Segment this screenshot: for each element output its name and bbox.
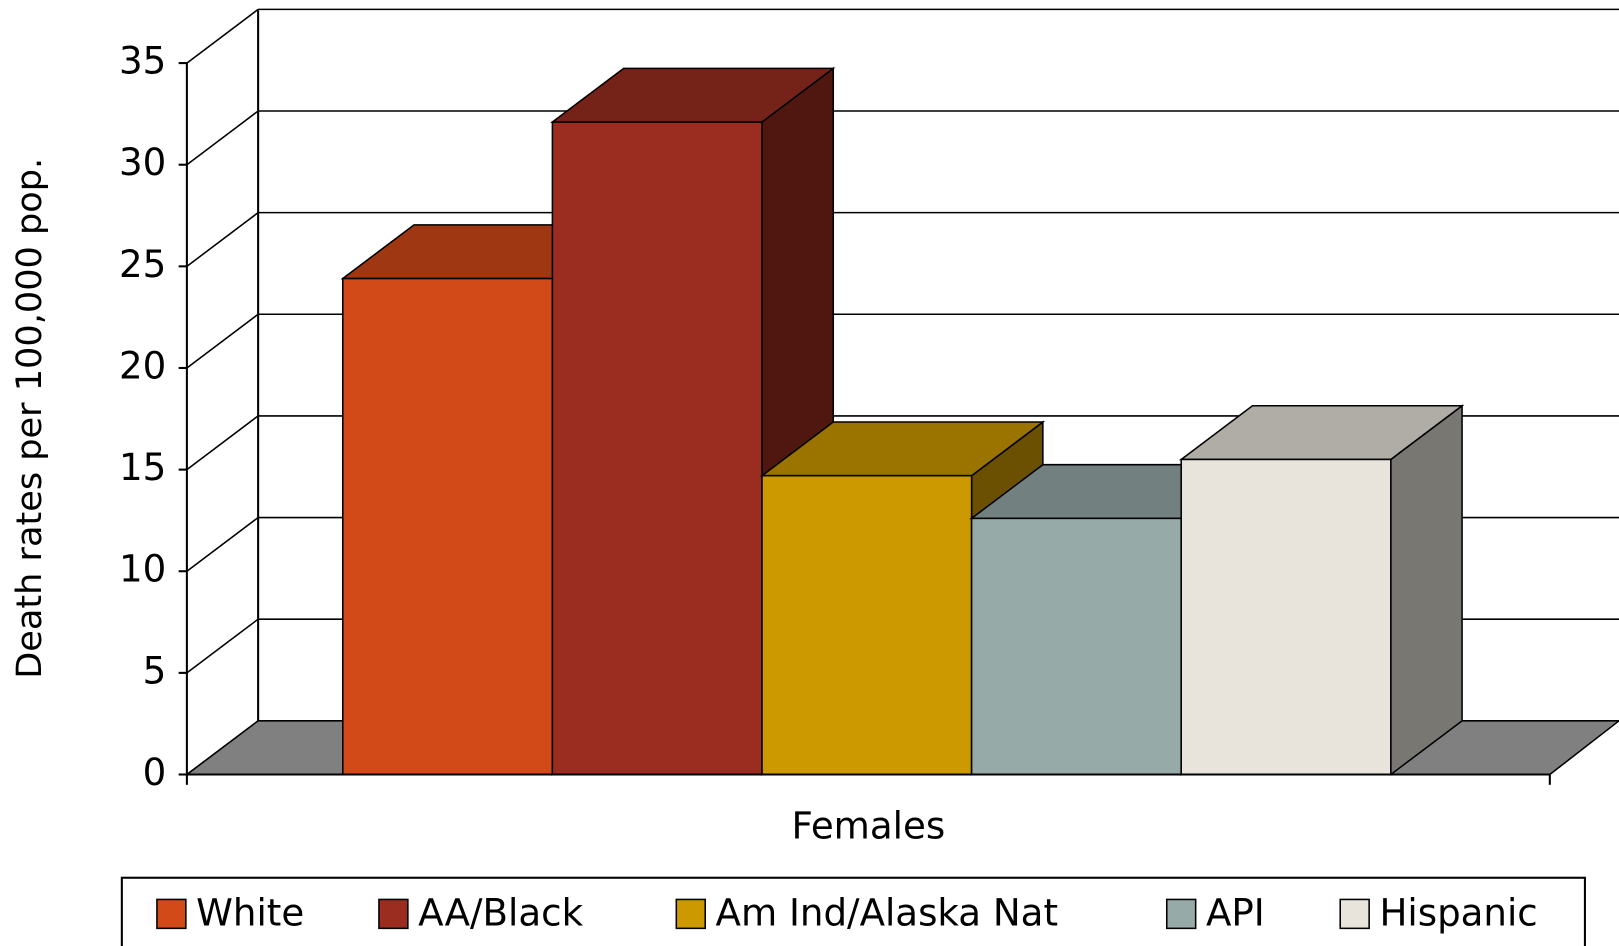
legend-label: Am Ind/Alaska Nat [716,890,1058,934]
y-axis-title: Death rates per 100,000 pop. [9,158,50,679]
y-tick-label: 10 [119,547,166,591]
bar [1180,458,1392,776]
y-tick-label: 35 [119,39,166,83]
bar [761,474,973,776]
bar [970,517,1182,776]
legend-label: Hispanic [1379,890,1537,934]
legend-swatch [156,898,187,930]
legend-label: White [196,890,304,934]
legend-label: API [1206,890,1265,934]
legend-swatch [1339,898,1370,930]
bar-side [1390,404,1463,777]
y-tick-label: 25 [119,242,166,286]
side-grid-line [186,8,259,64]
side-grid-line [186,212,259,267]
y-tick-label: 5 [143,648,167,692]
legend-swatch [1165,898,1197,930]
legend-swatch [675,898,706,930]
side-grid-line [186,618,259,674]
y-tick-label: 30 [119,140,166,184]
legend-swatch [378,898,409,930]
legend-label: AA/Black [418,890,583,934]
side-grid-line [186,516,259,572]
x-tick-label: Females [791,804,945,848]
side-grid-line [186,110,259,166]
bar [342,277,554,776]
y-tick-label: 15 [119,445,166,489]
y-tick-label: 0 [143,750,167,794]
side-grid-line [186,415,259,471]
y-tick-label: 20 [119,343,166,387]
side-grid-line [186,313,259,369]
bar [551,121,763,776]
